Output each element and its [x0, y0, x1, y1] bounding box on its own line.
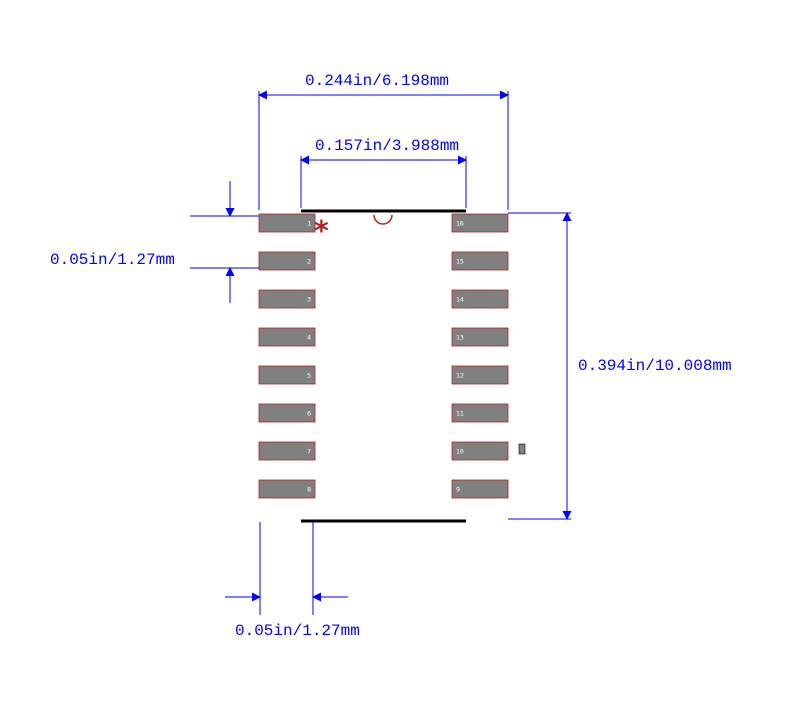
- pad-label-10: 10: [456, 448, 464, 456]
- pad-label-12: 12: [456, 372, 464, 380]
- pad-label-1: 1: [307, 220, 311, 228]
- ref-mark: [519, 444, 525, 454]
- pad-label-14: 14: [456, 296, 464, 304]
- pad-9: [452, 480, 508, 498]
- pad-label-8: 8: [307, 486, 311, 494]
- pad-label-13: 13: [456, 334, 464, 342]
- dim-body-height: 0.394in/10.008mm: [578, 357, 732, 375]
- pad-label-16: 16: [456, 220, 464, 228]
- pad-label-3: 3: [307, 296, 311, 304]
- footprint-diagram: 1 16 2 15 3 14 4 13 5 12 6 11 7 10 8 9 * 0.244in/6.198mm 0…: [0, 0, 800, 707]
- pad-label-6: 6: [307, 410, 311, 418]
- pad-label-11: 11: [456, 410, 464, 418]
- pad-label-15: 15: [456, 258, 464, 266]
- dim-overall-width: 0.244in/6.198mm: [305, 72, 449, 90]
- pad-label-9: 9: [456, 486, 460, 494]
- dim-pad-width: 0.05in/1.27mm: [235, 622, 360, 640]
- pad-label-7: 7: [307, 448, 311, 456]
- pin1-marker: *: [313, 214, 330, 247]
- dim-body-width: 0.157in/3.988mm: [315, 137, 459, 155]
- dim-pin-pitch-left: 0.05in/1.27mm: [50, 251, 175, 269]
- pad-label-5: 5: [307, 372, 311, 380]
- pad-label-2: 2: [307, 258, 311, 266]
- pad-label-4: 4: [307, 334, 311, 342]
